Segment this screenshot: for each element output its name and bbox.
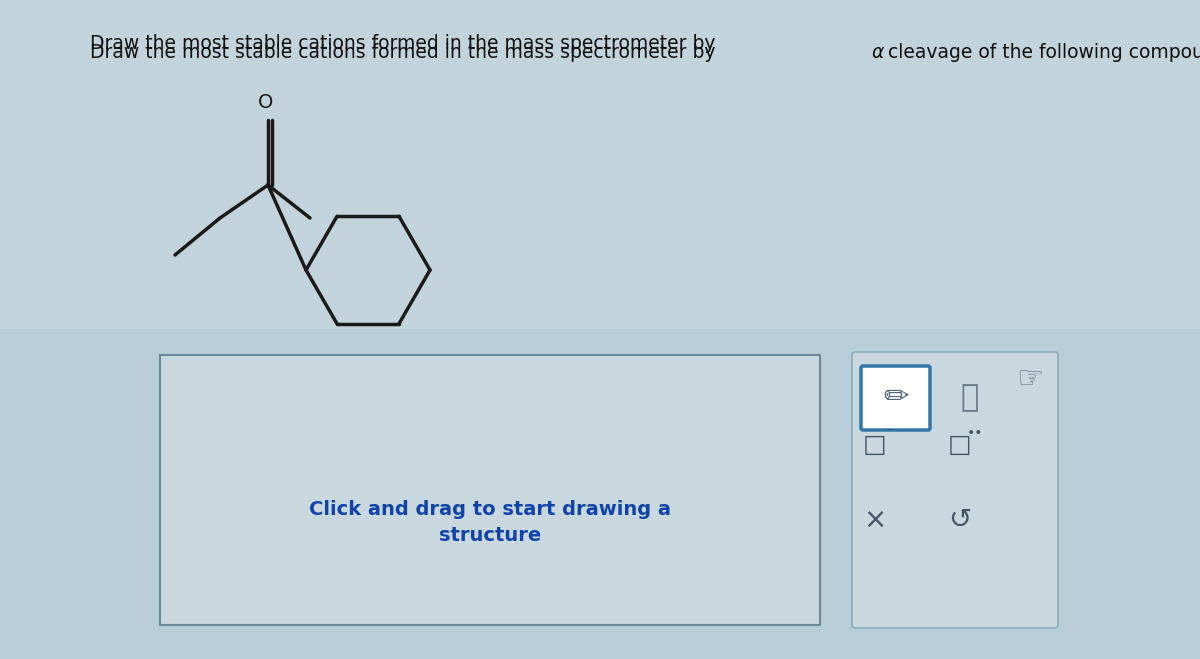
FancyBboxPatch shape xyxy=(160,355,820,625)
Text: ••: •• xyxy=(967,426,983,440)
Text: Click and drag to start drawing a
structure: Click and drag to start drawing a struct… xyxy=(310,500,671,545)
Text: □: □ xyxy=(863,433,887,457)
FancyBboxPatch shape xyxy=(862,366,930,430)
Text: ☞: ☞ xyxy=(1016,366,1044,395)
Text: ×: × xyxy=(863,506,887,534)
Text: cleavage of the following compound.: cleavage of the following compound. xyxy=(882,43,1200,62)
Text: Draw the most stable cations formed in the mass spectrometer by: Draw the most stable cations formed in t… xyxy=(90,43,721,62)
Text: α: α xyxy=(871,43,883,62)
Text: 🖊: 🖊 xyxy=(961,384,979,413)
Text: Draw the most stable cations formed in the mass spectrometer by: Draw the most stable cations formed in t… xyxy=(90,34,721,53)
Text: ↺: ↺ xyxy=(948,506,972,534)
Text: ⁻: ⁻ xyxy=(886,424,894,442)
Text: O: O xyxy=(258,93,274,112)
Text: ✏: ✏ xyxy=(883,384,908,413)
FancyBboxPatch shape xyxy=(852,352,1058,628)
Polygon shape xyxy=(0,0,1200,329)
Text: □: □ xyxy=(948,433,972,457)
